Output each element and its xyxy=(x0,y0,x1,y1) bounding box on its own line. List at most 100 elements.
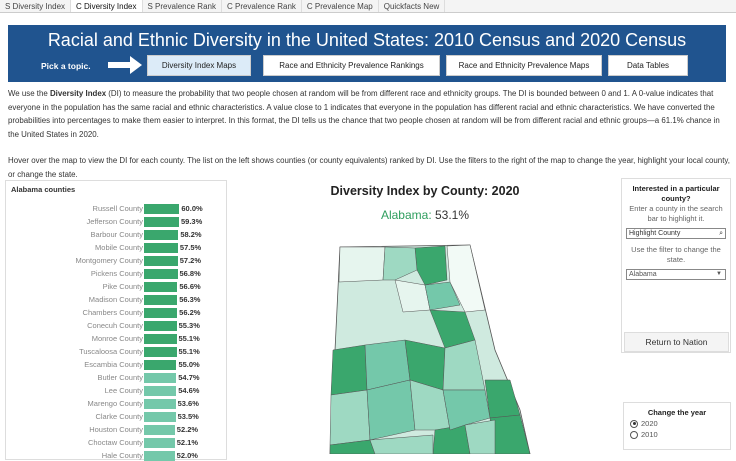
di-value: 56.3% xyxy=(179,295,201,304)
di-value: 57.5% xyxy=(179,243,202,252)
list-item[interactable]: Conecuh County 55.3% xyxy=(6,320,226,331)
county-name: Lee County xyxy=(104,386,143,395)
list-item[interactable]: Marengo County 53.6% xyxy=(6,398,226,409)
instructions-paragraph: Hover over the map to view the DI for ea… xyxy=(8,156,730,179)
list-item[interactable]: Montgomery County 57.2% xyxy=(6,255,226,266)
page-title: Racial and Ethnic Diversity in the Unite… xyxy=(47,30,687,50)
di-bar xyxy=(144,217,179,227)
diversity-index-maps-button[interactable]: Diversity Index Maps xyxy=(147,55,251,76)
county-name: Russell County xyxy=(92,204,143,213)
year-radio-2020[interactable]: 2020 xyxy=(630,419,730,428)
di-value: 55.1% xyxy=(178,334,200,343)
state-di-value: Alabama: 53.1% xyxy=(380,208,470,222)
list-title: Alabama counties xyxy=(11,185,76,194)
year-radio-2010[interactable]: 2010 xyxy=(630,430,730,439)
tab-c-diversity-index[interactable]: C Diversity Index xyxy=(71,0,143,12)
di-value: 59.3% xyxy=(180,217,203,226)
radio-empty-icon xyxy=(630,430,638,439)
di-value: 60.0% xyxy=(181,204,203,213)
di-value: 54.6% xyxy=(178,386,200,395)
di-bar xyxy=(144,360,177,370)
tab-quickfacts-new[interactable]: Quickfacts New xyxy=(379,0,446,12)
state-filter-hint: Use the filter to change the state. xyxy=(631,245,721,264)
di-bar xyxy=(144,399,176,409)
chevron-down-icon: ▼ xyxy=(716,271,722,277)
list-item[interactable]: Madison County 56.3% xyxy=(6,294,226,305)
di-value: 52.0% xyxy=(176,451,198,460)
di-value: 58.2% xyxy=(180,230,202,239)
filter-heading: Interested in a particular county? xyxy=(632,184,720,203)
return-to-nation-button[interactable]: Return to Nation xyxy=(624,332,729,352)
di-value: 55.1% xyxy=(178,347,200,356)
state-select[interactable]: Alabama ▼ xyxy=(626,269,726,280)
list-item[interactable]: Clarke County 53.5% xyxy=(6,411,226,422)
county-name: Montgomery County xyxy=(75,256,143,265)
list-item[interactable]: Escambia County 55.0% xyxy=(6,359,226,370)
list-item[interactable]: Pickens County 56.8% xyxy=(6,268,226,279)
prevalence-rankings-button[interactable]: Race and Ethnicity Prevalence Rankings xyxy=(263,55,440,76)
county-name: Madison County xyxy=(88,295,143,304)
di-value: 56.2% xyxy=(179,308,201,317)
di-value: 52.1% xyxy=(176,438,199,447)
county-name: Barbour County xyxy=(90,230,143,239)
filter-panel: Interested in a particular county? Enter… xyxy=(621,178,731,353)
tab-s-prevalence-rank[interactable]: S Prevalence Rank xyxy=(143,0,222,12)
county-name: Clarke County xyxy=(95,412,143,421)
di-value: 52.2% xyxy=(176,425,199,434)
highlight-county-search-input[interactable]: Highlight County ⌕ xyxy=(626,228,726,239)
year-filter: Change the year 2020 2010 xyxy=(623,402,731,450)
di-bar xyxy=(144,282,178,292)
county-name: Pickens County xyxy=(90,269,143,278)
list-item[interactable]: Lee County 54.6% xyxy=(6,385,226,396)
list-item[interactable]: Monroe County 55.1% xyxy=(6,333,226,344)
list-item[interactable]: Jefferson County 59.3% xyxy=(6,216,226,227)
county-name: Escambia County xyxy=(84,360,143,369)
di-bar xyxy=(144,347,177,357)
map-title: Diversity Index by County: 2020 xyxy=(330,184,520,198)
di-bar xyxy=(144,321,177,331)
di-bar xyxy=(144,230,179,240)
list-item[interactable]: Pike County 56.6% xyxy=(6,281,226,292)
di-value: 57.2% xyxy=(179,256,202,265)
county-name: Tuscaloosa County xyxy=(79,347,143,356)
tab-bar: S Diversity Index C Diversity Index S Prev… xyxy=(0,0,736,13)
list-item[interactable]: Choctaw County 52.1% xyxy=(6,437,226,448)
di-value: 54.7% xyxy=(178,373,200,382)
di-bar xyxy=(144,451,175,461)
prevalence-maps-button[interactable]: Race and Ethnicity Prevalence Maps xyxy=(446,55,602,76)
list-item[interactable]: Russell County 60.0% xyxy=(6,203,226,214)
alabama-county-map[interactable] xyxy=(325,240,535,454)
di-bar xyxy=(144,373,177,383)
intro-paragraph: We use the Diversity Index (DI) to measu… xyxy=(8,89,720,139)
arrow-right-icon xyxy=(108,56,142,74)
pick-topic-label: Pick a topic. xyxy=(41,61,91,71)
di-value: 56.8% xyxy=(179,269,201,278)
list-item[interactable]: Barbour County 58.2% xyxy=(6,229,226,240)
di-bar xyxy=(144,256,178,266)
tab-c-prevalence-rank[interactable]: C Prevalence Rank xyxy=(222,0,302,12)
year-heading: Change the year xyxy=(647,408,707,417)
tab-c-prevalence-map[interactable]: C Prevalence Map xyxy=(302,0,379,12)
di-bar xyxy=(144,295,178,305)
county-name: Houston County xyxy=(89,425,143,434)
di-value: 53.5% xyxy=(177,412,199,421)
di-value: 55.3% xyxy=(178,321,200,330)
list-item[interactable]: Butler County 54.7% xyxy=(6,372,226,383)
county-name: Marengo County xyxy=(87,399,143,408)
list-item[interactable]: Chambers County 56.2% xyxy=(6,307,226,318)
di-bar xyxy=(144,386,177,396)
list-item[interactable]: Hale County 52.0% xyxy=(6,450,226,461)
county-name: Choctaw County xyxy=(87,438,143,447)
list-item[interactable]: Houston County 52.2% xyxy=(6,424,226,435)
search-icon: ⌕ xyxy=(719,230,723,237)
di-bar xyxy=(144,438,175,448)
list-item[interactable]: Tuscaloosa County 55.1% xyxy=(6,346,226,357)
list-item[interactable]: Mobile County 57.5% xyxy=(6,242,226,253)
radio-selected-icon xyxy=(630,419,638,428)
di-bar xyxy=(144,243,178,253)
county-name: Conecuh County xyxy=(87,321,143,330)
di-value: 53.6% xyxy=(177,399,199,408)
tab-s-diversity-index[interactable]: S Diversity Index xyxy=(0,0,72,12)
county-name: Mobile County xyxy=(95,243,143,252)
data-tables-button[interactable]: Data Tables xyxy=(608,55,688,76)
